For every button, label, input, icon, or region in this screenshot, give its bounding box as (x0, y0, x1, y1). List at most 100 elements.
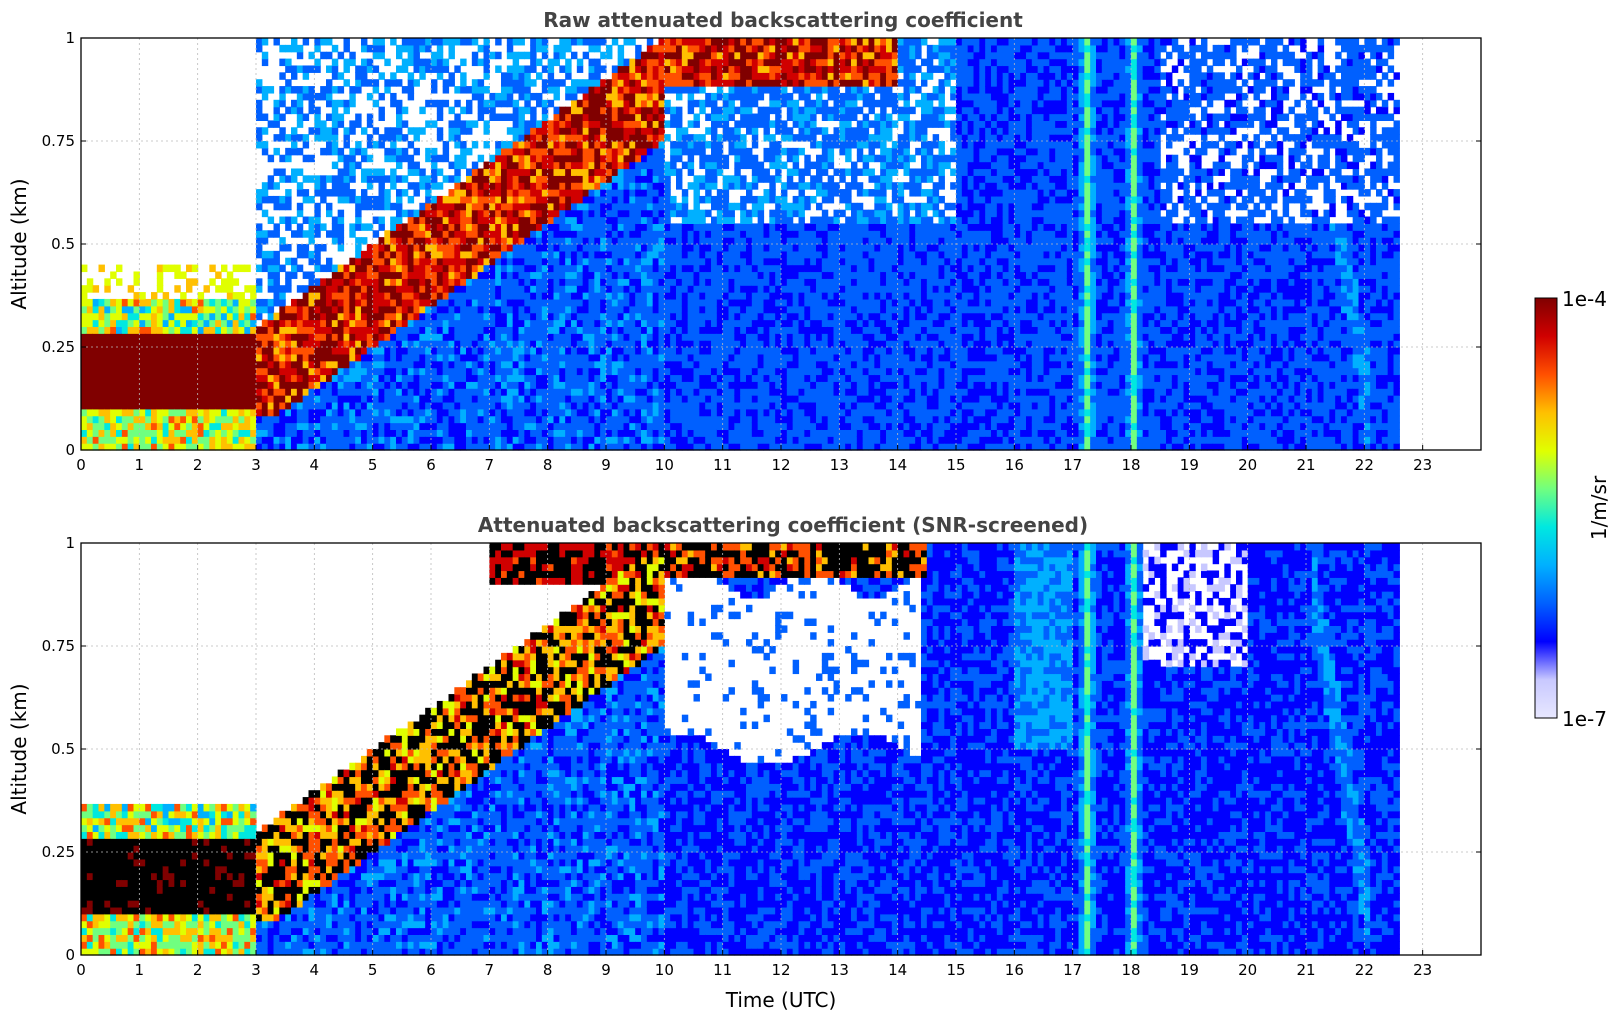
heatmap-cell (448, 271, 455, 279)
heatmap-cell (588, 333, 595, 341)
heatmap-cell (571, 99, 578, 108)
heatmap-cell (676, 415, 683, 424)
heatmap-cell (104, 326, 111, 334)
heatmap-cell (681, 401, 689, 410)
heatmap-cell (676, 106, 683, 115)
heatmap-cell (588, 257, 595, 266)
heatmap-cell (635, 230, 642, 238)
heatmap-cell (419, 72, 426, 80)
heatmap-cell (471, 333, 479, 341)
heatmap-cell (314, 374, 321, 382)
heatmap-cell (180, 401, 187, 410)
heatmap-cell (454, 216, 461, 224)
heatmap-cell (547, 230, 555, 238)
heatmap-cell (261, 298, 269, 307)
heatmap-cell (378, 298, 385, 307)
heatmap-cell (681, 202, 689, 211)
heatmap-cell (291, 257, 298, 266)
heatmap-cell (576, 195, 584, 204)
heatmap-cell (401, 353, 409, 362)
heatmap-cell (559, 44, 566, 53)
heatmap-cell (676, 230, 683, 238)
heatmap-cell (460, 202, 467, 211)
heatmap-cell (594, 360, 601, 369)
heatmap-cell (232, 388, 240, 396)
heatmap-cell (530, 347, 537, 355)
heatmap-cell (215, 347, 222, 355)
heatmap-cell (436, 340, 444, 348)
heatmap-cell (337, 223, 345, 231)
heatmap-cell (407, 38, 415, 46)
heatmap-cell (349, 147, 356, 156)
heatmap-cell (681, 443, 689, 451)
heatmap-cell (734, 44, 741, 53)
heatmap-cell (215, 285, 222, 293)
heatmap-cell (104, 408, 111, 417)
heatmap-cell (349, 312, 356, 321)
heatmap-cell (471, 175, 479, 183)
heatmap-cell (658, 38, 665, 46)
heatmap-cell (530, 381, 537, 389)
heatmap-cell (436, 443, 444, 451)
heatmap-cell (296, 395, 304, 403)
heatmap-cell (104, 401, 111, 410)
heatmap-cell (536, 271, 543, 279)
heatmap-cell (279, 237, 286, 245)
heatmap-cell (285, 353, 292, 362)
heatmap-cell (378, 401, 385, 410)
heatmap-cell (343, 161, 350, 170)
heatmap-cell (256, 305, 263, 314)
heatmap-cell (331, 120, 339, 128)
heatmap-cell (250, 401, 257, 410)
heatmap-cell (547, 99, 555, 108)
heatmap-cell (681, 216, 689, 224)
heatmap-cell (261, 237, 269, 245)
heatmap-cell (541, 381, 549, 389)
heatmap-cell (191, 388, 199, 396)
heatmap-cell (390, 216, 397, 224)
heatmap-cell (460, 443, 467, 451)
heatmap-cell (477, 353, 485, 362)
heatmap-cell (524, 395, 531, 403)
heatmap-cell (635, 86, 642, 94)
heatmap-cell (722, 175, 730, 183)
heatmap-cell (378, 381, 385, 389)
heatmap-cell (541, 134, 549, 142)
heatmap-cell (442, 250, 450, 259)
heatmap-cell (506, 113, 514, 121)
heatmap-cell (145, 408, 152, 417)
heatmap-cell (168, 381, 175, 389)
heatmap-cell (611, 436, 619, 444)
heatmap-cell (536, 147, 543, 156)
heatmap-cell (617, 195, 625, 204)
heatmap-cell (629, 285, 636, 293)
heatmap-cell (314, 305, 321, 314)
heatmap-cell (86, 415, 94, 424)
heatmap-cell (635, 333, 642, 341)
heatmap-cell (676, 51, 683, 60)
heatmap-cell (629, 134, 636, 142)
heatmap-cell (331, 319, 339, 327)
heatmap-cell (530, 189, 537, 197)
heatmap-cell (256, 44, 263, 53)
heatmap-cell (372, 360, 380, 369)
heatmap-cell (401, 347, 409, 355)
heatmap-cell (553, 340, 560, 348)
heatmap-cell (547, 415, 555, 424)
heatmap-cell (687, 353, 695, 362)
heatmap-cell (442, 312, 450, 321)
heatmap-cell (687, 38, 695, 46)
heatmap-cell (221, 319, 228, 327)
heatmap-cell (378, 72, 385, 80)
heatmap-cell (396, 271, 403, 279)
heatmap-cell (705, 401, 712, 410)
heatmap-cell (670, 367, 677, 376)
heatmap-cell (466, 278, 473, 286)
heatmap-cell (209, 312, 216, 321)
heatmap-cell (588, 401, 595, 410)
heatmap-cell (320, 305, 327, 314)
heatmap-cell (285, 381, 292, 389)
heatmap-cell (606, 134, 613, 142)
heatmap-cell (547, 65, 555, 73)
heatmap-cell (635, 134, 642, 142)
